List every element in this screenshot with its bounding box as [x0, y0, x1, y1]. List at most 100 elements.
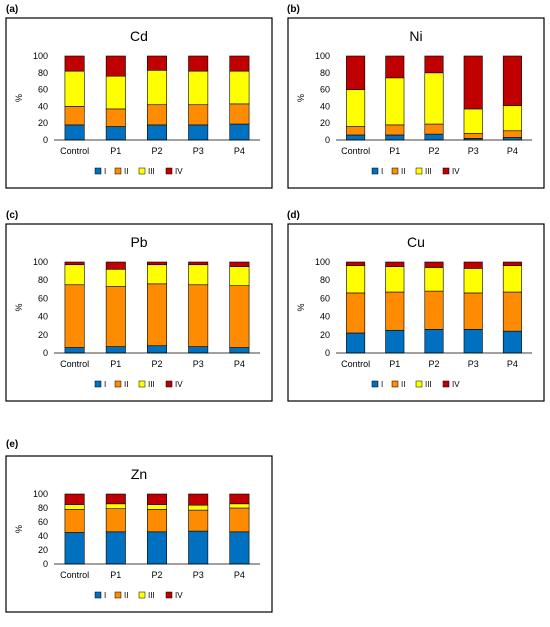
- bar-segment-p4-i: [229, 123, 250, 141]
- bar-segment-p2-ii: [147, 104, 167, 126]
- x-tick-label: Control: [60, 146, 89, 156]
- bar-segment-p1-i: [105, 346, 126, 354]
- y-tick-label: 0: [43, 348, 48, 358]
- bar-segment-p1-iii: [385, 266, 405, 293]
- legend-swatch-i: [94, 380, 102, 388]
- panel-label: (a): [6, 4, 18, 15]
- legend-swatch-iv: [442, 380, 450, 388]
- x-tick-label: P2: [151, 570, 162, 580]
- bar-segment-p4-iv: [229, 493, 250, 505]
- x-tick-label: P3: [468, 146, 479, 156]
- bar-segment-p4-i: [229, 531, 250, 565]
- x-tick-label: P1: [110, 570, 121, 580]
- legend-swatch-ii: [114, 591, 122, 599]
- bar-segment-p3-i: [188, 530, 209, 565]
- x-tick-label: P3: [193, 570, 204, 580]
- panel-frame: [287, 223, 545, 402]
- bar-segment-control-ii: [64, 284, 85, 348]
- bar-segment-p3-iii: [463, 268, 483, 294]
- bar-segment-p2-iii: [424, 267, 444, 292]
- y-tick-label: 60: [38, 293, 48, 303]
- bar-segment-p3-ii: [463, 132, 483, 139]
- bar-segment-p2-ii: [147, 509, 167, 533]
- bar-segment-p3-i: [463, 329, 483, 354]
- y-axis-label: %: [296, 303, 306, 311]
- panel-label: (b): [287, 4, 300, 15]
- bar-segment-control-iv: [346, 55, 366, 90]
- y-tick-label: 0: [325, 135, 330, 145]
- bar-segment-p3-iv: [188, 493, 209, 506]
- bar-segment-p3-iii: [463, 108, 483, 134]
- y-tick-label: 60: [38, 85, 48, 95]
- bar-segment-p4-ii: [502, 291, 522, 332]
- bar-segment-control-iv: [64, 55, 85, 72]
- panel-frame: [5, 223, 273, 402]
- legend-label: IV: [175, 167, 183, 176]
- bar-segment-p1-ii: [385, 291, 405, 331]
- bar-segment-p2-ii: [147, 283, 167, 347]
- x-tick-label: P1: [110, 359, 121, 369]
- legend-swatch-iii: [138, 380, 146, 388]
- x-tick-label: P2: [428, 359, 439, 369]
- chart-title: Ni: [409, 28, 422, 44]
- y-tick-label: 80: [38, 275, 48, 285]
- bar-segment-p1-iv: [105, 493, 126, 505]
- bar-segment-control-iii: [64, 504, 85, 510]
- legend-swatch-i: [371, 380, 379, 388]
- legend-swatch-iv: [442, 167, 450, 175]
- bar-segment-p1-ii: [105, 108, 126, 127]
- legend-label: III: [148, 591, 155, 600]
- bar-segment-p2-iii: [424, 72, 444, 125]
- y-tick-label: 60: [38, 517, 48, 527]
- y-tick-label: 40: [38, 312, 48, 322]
- x-tick-label: P1: [389, 146, 400, 156]
- legend-label: III: [425, 380, 432, 389]
- y-tick-label: 0: [43, 559, 48, 569]
- bar-segment-p4-iv: [229, 261, 250, 267]
- x-tick-label: P3: [468, 359, 479, 369]
- bar-segment-p4-iii: [502, 105, 522, 132]
- chart-title: Cu: [407, 234, 425, 250]
- bar-segment-p3-ii: [188, 509, 209, 532]
- y-tick-label: 40: [320, 312, 330, 322]
- y-tick-label: 20: [38, 118, 48, 128]
- y-axis-label: %: [14, 525, 24, 533]
- legend-swatch-iii: [415, 167, 423, 175]
- x-tick-label: P4: [507, 359, 518, 369]
- bar-segment-p2-ii: [424, 123, 444, 135]
- legend-label: II: [401, 380, 405, 389]
- bar-segment-p2-iii: [147, 69, 167, 106]
- bar-segment-control-ii: [64, 106, 85, 126]
- x-tick-label: P3: [193, 146, 204, 156]
- y-tick-label: 60: [320, 85, 330, 95]
- y-tick-label: 100: [33, 489, 48, 499]
- legend-label: IV: [452, 167, 460, 176]
- bar-segment-p3-i: [188, 124, 209, 141]
- bar-segment-p3-iv: [463, 261, 483, 269]
- legend-label: II: [401, 167, 405, 176]
- bar-segment-p3-iii: [188, 264, 209, 286]
- legend-label: I: [104, 591, 106, 600]
- bar-segment-p1-ii: [385, 124, 405, 136]
- bar-segment-control-i: [64, 124, 85, 141]
- bar-segment-p2-iv: [147, 261, 167, 266]
- legend-swatch-ii: [114, 167, 122, 175]
- y-tick-label: 40: [320, 101, 330, 111]
- legend-swatch-i: [94, 591, 102, 599]
- bar-segment-control-ii: [346, 292, 366, 334]
- bar-segment-p4-i: [229, 347, 250, 354]
- panel-label: (c): [6, 210, 18, 221]
- x-tick-label: P4: [234, 146, 245, 156]
- bar-segment-p3-i: [188, 346, 209, 354]
- x-tick-label: Control: [341, 146, 370, 156]
- y-tick-label: 0: [43, 135, 48, 145]
- bar-segment-p1-iv: [385, 55, 405, 79]
- bar-segment-p4-ii: [229, 103, 250, 125]
- bar-segment-control-iii: [346, 265, 366, 294]
- bar-segment-p1-iii: [105, 503, 126, 509]
- x-tick-label: P1: [389, 359, 400, 369]
